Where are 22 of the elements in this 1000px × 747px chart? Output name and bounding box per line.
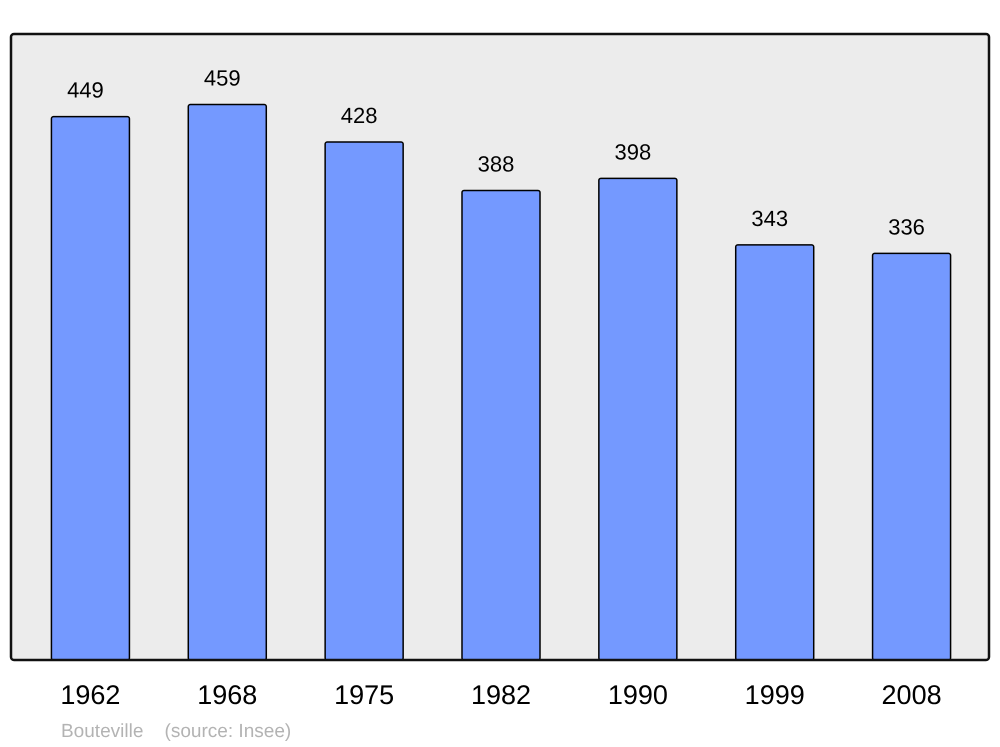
- x-tick-label: 1962: [60, 680, 120, 710]
- x-tick-label: 1975: [334, 680, 394, 710]
- bar: [461, 190, 541, 661]
- data-label: 388: [478, 151, 514, 176]
- data-label: 449: [67, 78, 104, 103]
- x-tick-label: 1999: [744, 680, 805, 710]
- data-label: 343: [751, 206, 788, 231]
- bar: [50, 116, 130, 661]
- bar: [598, 178, 678, 661]
- data-label: 398: [614, 139, 652, 164]
- x-tick-label: 1982: [470, 680, 532, 710]
- bar: [188, 104, 268, 661]
- bar: [872, 252, 952, 661]
- data-label: 428: [340, 103, 378, 128]
- data-label: 459: [204, 66, 241, 91]
- text: Bouteville (source: Insee): [61, 721, 292, 742]
- x-tick-label: 1968: [197, 680, 258, 710]
- data-label: 336: [888, 214, 925, 240]
- x-tick-label: 1990: [608, 680, 668, 710]
- x-tick-label: 2008: [882, 680, 942, 710]
- bar: [324, 141, 404, 661]
- bar: [734, 244, 814, 661]
